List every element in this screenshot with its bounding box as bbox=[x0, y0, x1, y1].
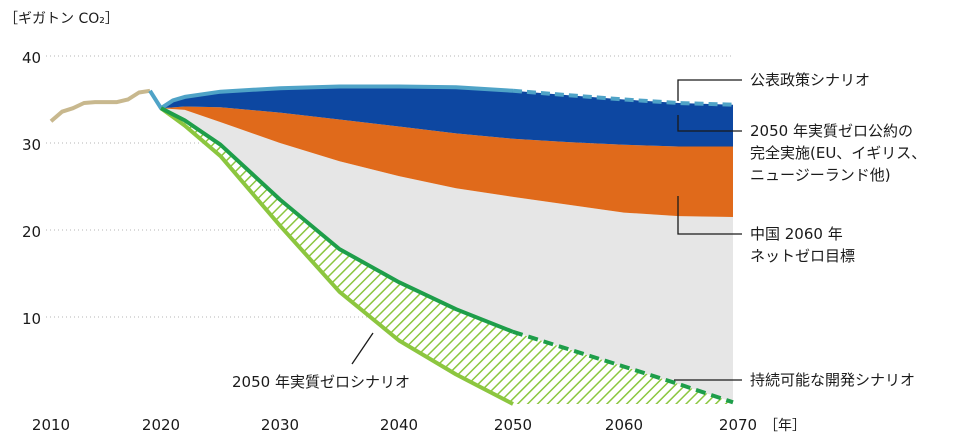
y-axis-unit: ［ギガトン CO₂］ bbox=[4, 11, 119, 27]
x-axis-unit: ［年］ bbox=[764, 418, 806, 434]
net-zero-2050-line bbox=[159, 106, 514, 406]
net-zero-pledges-area bbox=[161, 86, 733, 147]
china-2060-label: 中国 2060 年ネットゼロ目標 bbox=[750, 225, 855, 265]
sustainable-development-label: 持続可能な開発シナリオ bbox=[750, 371, 915, 389]
net-zero-2050-leader bbox=[351, 332, 374, 365]
annotations: 公表政策シナリオ 2050 年実質ゼロ公約の完全実施(EU、イギリス、ニュージーラ… bbox=[232, 71, 926, 391]
sustainable-development-line bbox=[160, 106, 514, 334]
stated-policies-label: 公表政策シナリオ bbox=[750, 71, 870, 89]
net-zero-2050-label: 2050 年実質ゼロシナリオ bbox=[232, 373, 410, 391]
net-zero-pledges-label: 2050 年実質ゼロ公約の完全実施(EU、イギリス、ニュージーランド他) bbox=[750, 122, 926, 184]
stated-policies-dashed-line bbox=[512, 88, 734, 107]
x-tick-label: 2040 bbox=[380, 416, 418, 434]
x-tick-label: 2030 bbox=[261, 416, 299, 434]
sustainable-development-area bbox=[161, 108, 733, 403]
history-line bbox=[49, 88, 151, 123]
x-tick-label: 2060 bbox=[605, 416, 643, 434]
y-tick-label: 10 bbox=[22, 310, 41, 328]
scenario-areas bbox=[161, 86, 733, 404]
y-tick-label: 40 bbox=[22, 49, 41, 67]
china-2060-leader bbox=[677, 196, 742, 235]
x-tick-label: 2050 bbox=[494, 416, 532, 434]
scenario-lines bbox=[49, 84, 734, 406]
china-2060-area bbox=[161, 106, 733, 217]
sustainable-development-dashed-line bbox=[512, 329, 734, 405]
x-tick-label: 2070 bbox=[719, 416, 757, 434]
y-tick-label: 30 bbox=[22, 136, 41, 154]
y-axis-ticks: 10 20 30 40 bbox=[22, 49, 41, 328]
stated-policies-line bbox=[148, 84, 514, 111]
net-zero-2050-hatch-area bbox=[161, 108, 733, 404]
x-tick-label: 2020 bbox=[142, 416, 180, 434]
y-tick-label: 20 bbox=[22, 223, 41, 241]
x-axis-ticks: 2010 2020 2030 2040 2050 2060 2070 bbox=[32, 416, 757, 434]
x-tick-label: 2010 bbox=[32, 416, 70, 434]
net-zero-pledges-leader bbox=[677, 115, 742, 132]
stated-policies-leader bbox=[677, 79, 742, 101]
